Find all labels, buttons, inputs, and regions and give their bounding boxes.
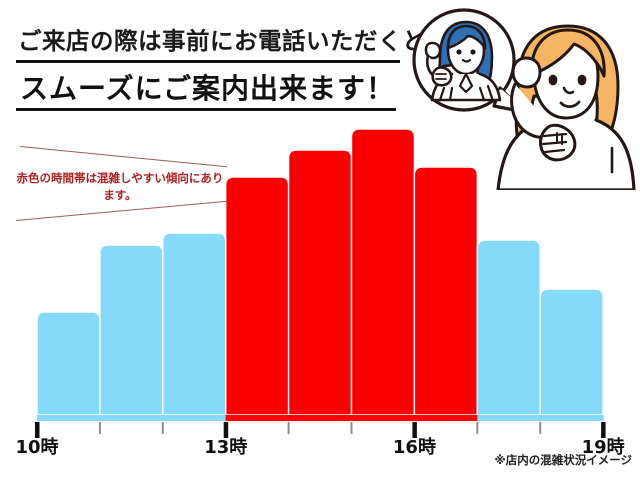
axis-tick-minor <box>539 422 542 434</box>
headline-block: ご来店の際は事前にお電話いただくと スムーズにご案内出来ます！ <box>0 0 426 120</box>
phone-call-illustration <box>396 0 640 192</box>
bar-16時 <box>413 166 478 416</box>
axis-segment <box>225 415 290 421</box>
axis-label-10時: 10時 <box>15 437 59 458</box>
axis-segment <box>99 415 164 421</box>
axis-label-16時: 16時 <box>392 437 436 458</box>
bar-17時 <box>476 239 541 416</box>
axis-segment <box>414 415 478 421</box>
bar-12時 <box>162 232 227 416</box>
bar-11時 <box>99 244 164 416</box>
illustration-svg <box>412 8 636 192</box>
axis-segment <box>351 415 415 421</box>
callout-leader-line-lower <box>15 200 228 221</box>
callout-leader-line-upper <box>19 146 228 168</box>
axis-segment <box>477 415 541 421</box>
customer-on-phone-figure <box>496 24 636 192</box>
busy-hours-callout: 赤色の時間帯は混雑しやすい傾向にあります。 <box>8 138 248 228</box>
busy-hours-callout-text: 赤色の時間帯は混雑しやすい傾向にあります。 <box>16 171 224 202</box>
bar-14時 <box>287 149 353 416</box>
chart-footnote: ※店内の混雑状況イメージ <box>494 453 632 467</box>
headline-divider-bottom <box>16 108 396 111</box>
axis-segment <box>540 415 604 421</box>
axis-tick-minor <box>287 422 290 434</box>
axis-tick-minor <box>161 422 164 434</box>
axis-label-13時: 13時 <box>204 437 248 458</box>
bar-18時 <box>539 288 604 416</box>
bar-10時 <box>36 311 101 416</box>
headline-line-2: スムーズにご案内出来ます！ <box>20 72 396 105</box>
axis-tick-minor <box>476 422 479 434</box>
axis-segment <box>288 415 353 421</box>
axis-segment <box>162 415 227 421</box>
headline-divider-top <box>16 60 400 63</box>
axis-segment <box>37 415 101 421</box>
axis-group <box>35 415 606 438</box>
axis-label-19時: 19時 <box>581 437 625 458</box>
headline-line-1: ご来店の際は事前にお電話いただくと <box>18 27 426 55</box>
axis-tick-minor <box>350 422 353 434</box>
staff-on-phone-speech-bubble <box>412 8 526 114</box>
axis-tick-minor <box>98 422 101 434</box>
